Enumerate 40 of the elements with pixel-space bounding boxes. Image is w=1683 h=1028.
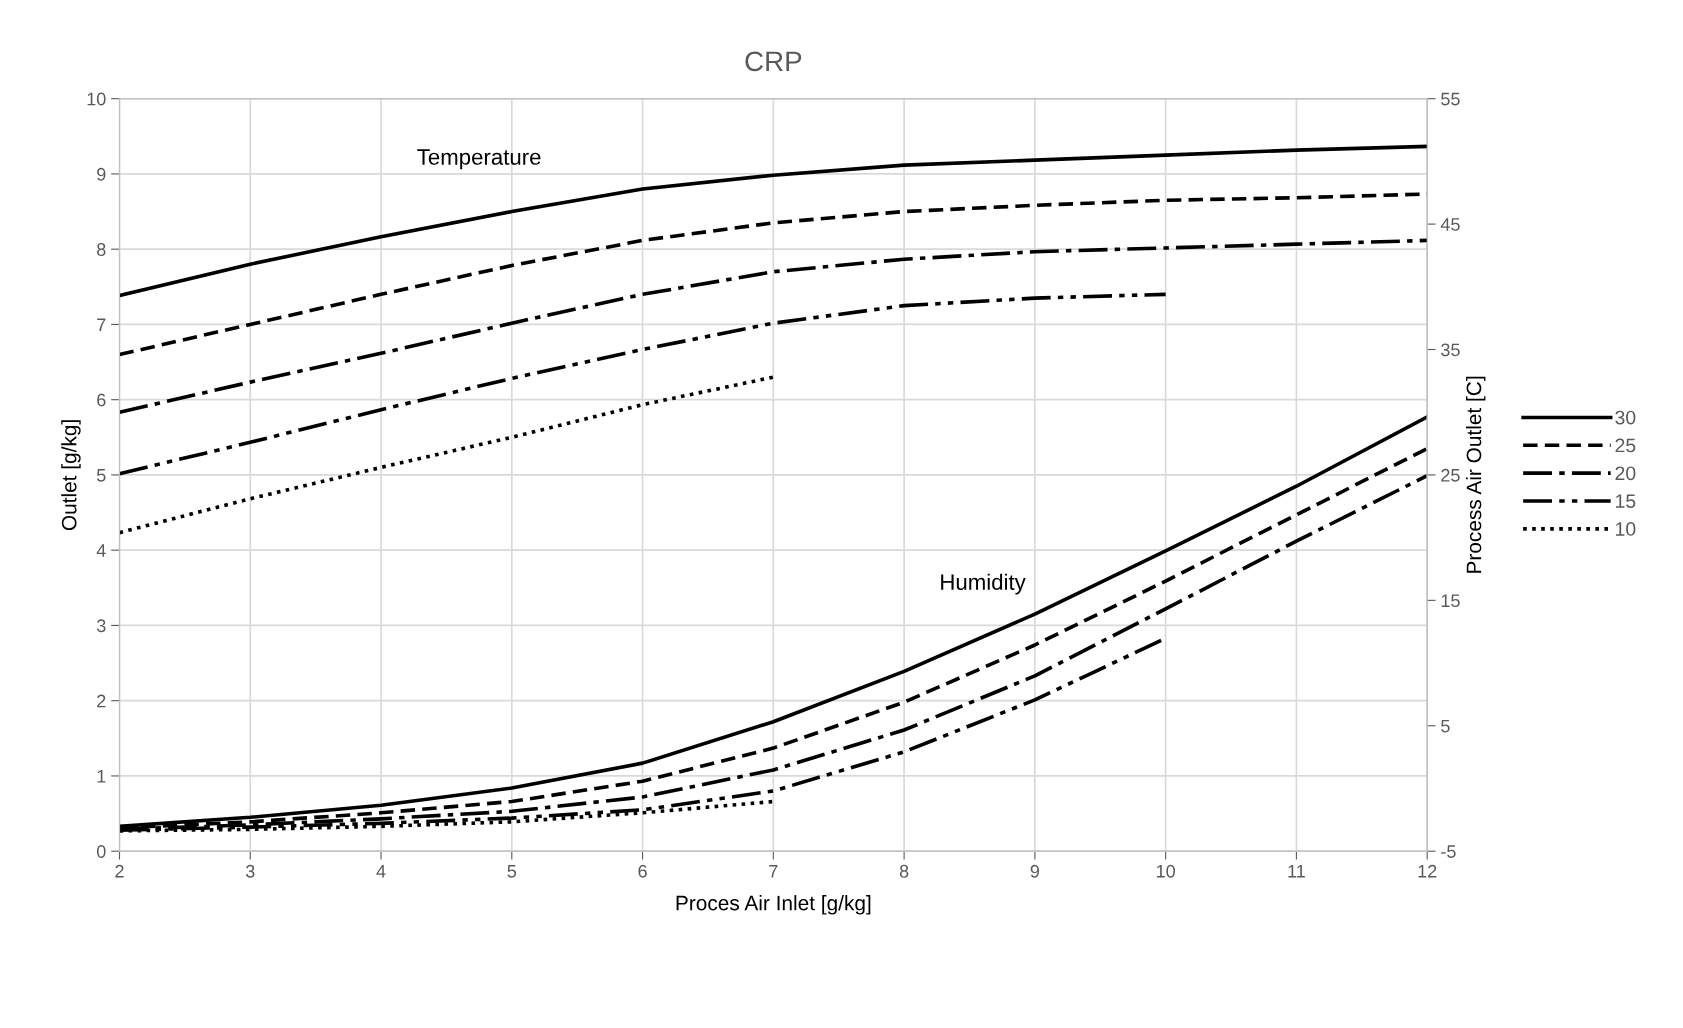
- x-tick-label: 11: [1288, 865, 1305, 878]
- x-tick-label: 6: [638, 864, 647, 878]
- x-tick-label: 5: [507, 865, 517, 878]
- annotation: Temperature: [417, 149, 541, 170]
- y-tick-label: 8: [97, 243, 106, 256]
- legend-label: 10: [1616, 522, 1636, 536]
- y2-tick-label: 45: [1440, 218, 1460, 231]
- y2-tick-label: -5: [1441, 845, 1456, 858]
- y-tick-label: 5: [96, 469, 106, 482]
- x-tick-label: 12: [1418, 864, 1437, 878]
- x-tick-label: 2: [115, 864, 124, 878]
- x-tick-label: 9: [1030, 864, 1040, 878]
- x-tick-label: 7: [769, 865, 778, 878]
- y-tick-label: 2: [97, 694, 106, 708]
- y-tick-label: 0: [96, 845, 106, 858]
- x-tick-label: 10: [1156, 864, 1175, 878]
- annotation: Humidity: [941, 573, 1026, 595]
- y2-tick-label: 25: [1441, 468, 1460, 482]
- legend-label: 15: [1616, 494, 1636, 508]
- x-tick-label: 8: [899, 864, 909, 878]
- y2-tick-label: 15: [1441, 594, 1460, 608]
- y-tick-label: 3: [96, 619, 106, 633]
- y-tick-label: 6: [97, 393, 106, 407]
- y2-tick-label: 5: [1441, 719, 1450, 733]
- chart-title: CRP: [745, 51, 802, 72]
- legend-label: 25: [1615, 438, 1636, 453]
- y-tick-label: 7: [97, 318, 106, 331]
- y-tick-label: 4: [96, 544, 106, 557]
- y-axis-title: Outlet [g/kg]: [61, 420, 81, 531]
- x-tick-label: 4: [376, 865, 386, 878]
- y2-tick-label: 55: [1441, 92, 1460, 106]
- y-tick-label: 9: [97, 167, 106, 181]
- y2-axis-title: Process Air Outlet [C]: [1466, 376, 1486, 573]
- y-tick-label: 10: [87, 92, 106, 106]
- x-axis-title: Proces Air Inlet [g/kg]: [676, 895, 871, 915]
- legend-label: 20: [1615, 466, 1636, 481]
- x-tick-label: 3: [245, 864, 255, 878]
- y-tick-label: 1: [97, 770, 106, 783]
- y2-tick-label: 35: [1441, 343, 1460, 357]
- legend-label: 30: [1615, 410, 1636, 425]
